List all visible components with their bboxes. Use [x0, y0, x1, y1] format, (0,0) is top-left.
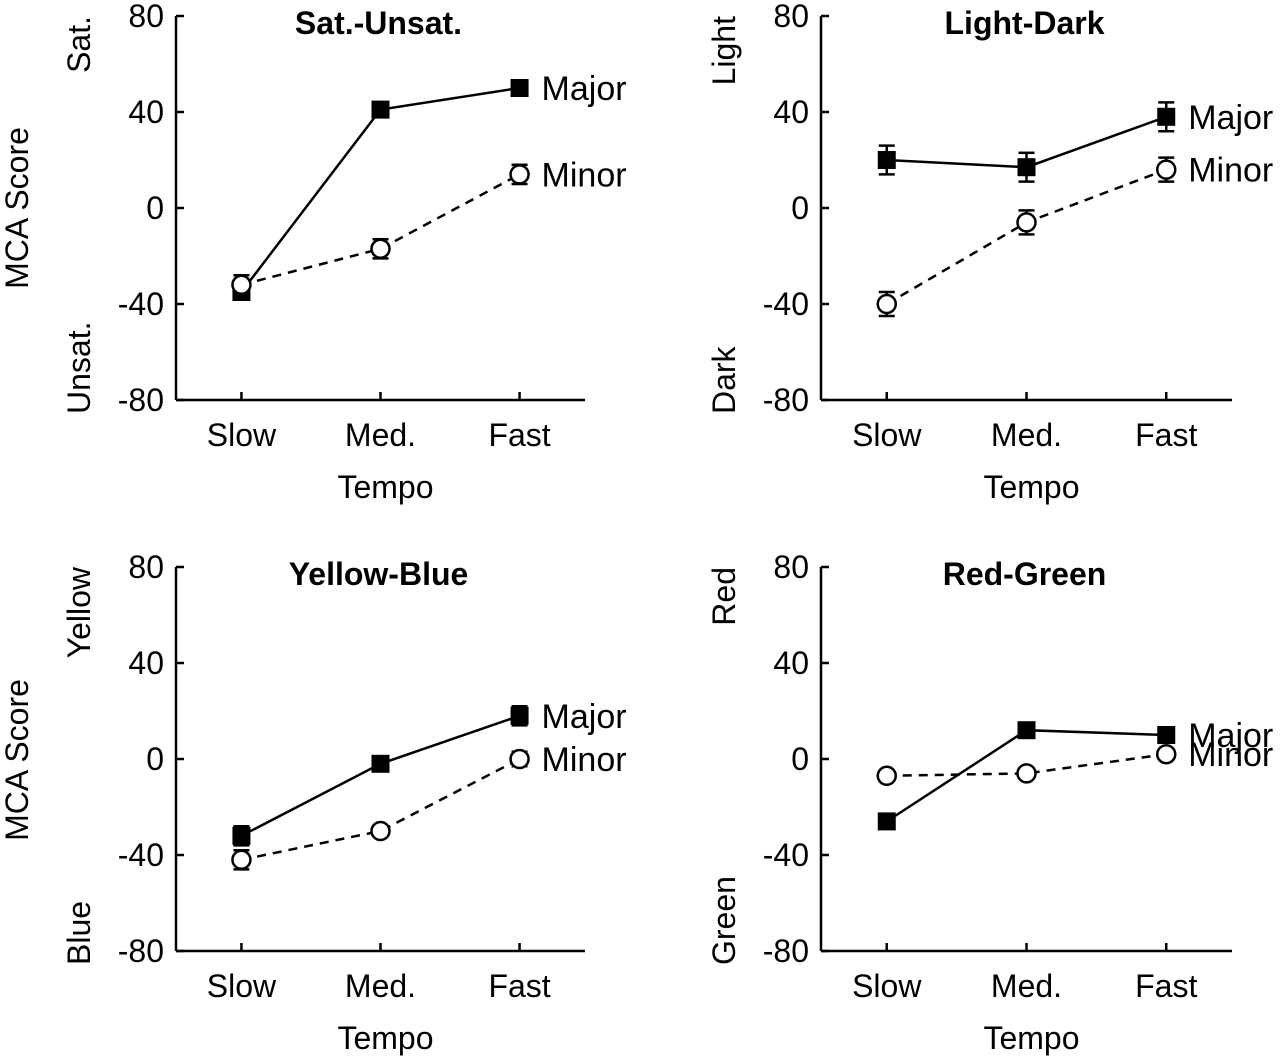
series-line [241, 757, 521, 862]
x-tick-label: Fast [1135, 417, 1197, 453]
series-minor: Minor [231, 741, 627, 871]
series-label: Major [542, 698, 627, 736]
x-axis-label: Tempo [983, 1020, 1079, 1056]
series-label: Minor [1188, 736, 1273, 774]
pole-label-high: Sat. [61, 16, 97, 73]
pole-label-high: Light [706, 16, 742, 86]
x-tick-label: Fast [1135, 968, 1197, 1004]
y-tick-label: 0 [146, 741, 164, 777]
data-point-square [371, 754, 390, 773]
series-major: Major [877, 99, 1273, 183]
data-point-square [877, 812, 896, 831]
pole-label-low: Blue [61, 901, 97, 965]
y-tick-label: 80 [128, 549, 164, 585]
chart-title: Sat.-Unsat. [295, 5, 462, 41]
y-tick-label: 80 [773, 0, 809, 34]
pole-label-high: Red [706, 567, 742, 626]
x-tick-label: Med. [345, 968, 416, 1004]
data-point-square [1157, 107, 1176, 126]
y-tick-label: -80 [118, 382, 164, 418]
chart-panel-1: 80 40 0 -40 -80 Slow Med. Fast Tempo Sat.-Unsat. S… [61, 0, 627, 505]
pole-label-high: Yellow [61, 566, 97, 658]
chart-panel-4: 80 40 0 -40 -80 Slow Med. Fast Tempo Red-Green Red… [706, 549, 1273, 1056]
x-axis-label: Tempo [337, 469, 433, 505]
chart-panel-3: 80 40 0 -40 -80 Slow Med. Fast Tempo Yellow-Blue Y… [61, 549, 627, 1056]
data-point-circle [1016, 212, 1037, 233]
y-tick-label: 40 [128, 94, 164, 130]
data-point-circle [509, 748, 530, 770]
x-tick-label: Med. [345, 417, 416, 453]
pole-label-low: Unsat. [61, 322, 97, 414]
series-line [241, 173, 521, 287]
series-label: Major [1188, 99, 1273, 137]
series-label: Minor [542, 741, 627, 779]
y-tick-label: -80 [118, 933, 164, 969]
x-axis-label: Tempo [337, 1020, 433, 1056]
x-tick-label: Fast [488, 417, 550, 453]
data-point-square [1017, 721, 1036, 740]
series-line [886, 168, 1167, 306]
y-tick-label: -40 [763, 286, 809, 322]
series-label: Major [542, 70, 627, 108]
data-point-circle [370, 238, 391, 260]
data-point-square [510, 706, 529, 725]
data-point-circle [1155, 159, 1177, 180]
data-point-circle [509, 164, 530, 185]
x-tick-label: Slow [852, 417, 922, 453]
series-major: Major [877, 717, 1273, 831]
y-tick-label: 0 [791, 741, 809, 777]
chart-title: Red-Green [943, 556, 1107, 592]
series-label: Major [1188, 717, 1273, 755]
y-tick-label: 0 [146, 190, 164, 226]
x-axis-label: Tempo [983, 469, 1079, 505]
data-point-circle [876, 293, 898, 315]
x-tick-label: Fast [488, 968, 550, 1004]
chart-panel-2: 80 40 0 -40 -80 Slow Med. Fast Tempo Light-Dark Li… [706, 0, 1273, 505]
series-minor: Minor [231, 156, 627, 296]
x-tick-label: Slow [852, 968, 922, 1004]
y-tick-label: -80 [763, 933, 809, 969]
chart-title: Light-Dark [945, 5, 1105, 41]
y-tick-label: -80 [763, 382, 809, 418]
data-point-square [371, 100, 390, 119]
y-tick-label: 0 [791, 190, 809, 226]
y-tick-label: 40 [773, 645, 809, 681]
data-point-square [1157, 726, 1176, 744]
x-tick-label: Med. [991, 968, 1062, 1004]
chart-title: Yellow-Blue [289, 556, 469, 592]
y-tick-label: 80 [128, 0, 164, 34]
series-minor: Minor [876, 736, 1273, 787]
pole-label-low: Green [706, 876, 742, 965]
data-point-square [877, 151, 896, 169]
y-tick-label: -40 [118, 837, 164, 873]
series-label: Minor [1188, 152, 1273, 190]
data-point-circle [1155, 743, 1177, 765]
y-tick-label: -40 [763, 837, 809, 873]
y-tick-label: -40 [118, 286, 164, 322]
data-point-circle [876, 765, 898, 787]
x-tick-label: Slow [207, 968, 277, 1004]
data-point-circle [370, 820, 391, 842]
y-tick-label: 40 [773, 94, 809, 130]
y-tick-label: 40 [128, 645, 164, 681]
y-tick-label: 80 [773, 549, 809, 585]
series-label: Minor [542, 156, 627, 194]
data-point-circle [231, 274, 252, 296]
series-major: Major [232, 698, 627, 847]
data-point-circle [231, 849, 252, 871]
series-minor: Minor [876, 152, 1273, 318]
pole-label-low: Dark [706, 345, 742, 414]
x-tick-label: Med. [991, 417, 1062, 453]
data-point-square [232, 826, 251, 845]
shared-ylabel-top: MCA Score [0, 127, 35, 289]
shared-ylabel-bottom: MCA Score [0, 679, 35, 841]
series-line [240, 714, 520, 837]
data-point-circle [1016, 763, 1037, 784]
data-point-square [510, 79, 529, 97]
x-tick-label: Slow [207, 417, 277, 453]
data-point-square [1017, 158, 1036, 177]
